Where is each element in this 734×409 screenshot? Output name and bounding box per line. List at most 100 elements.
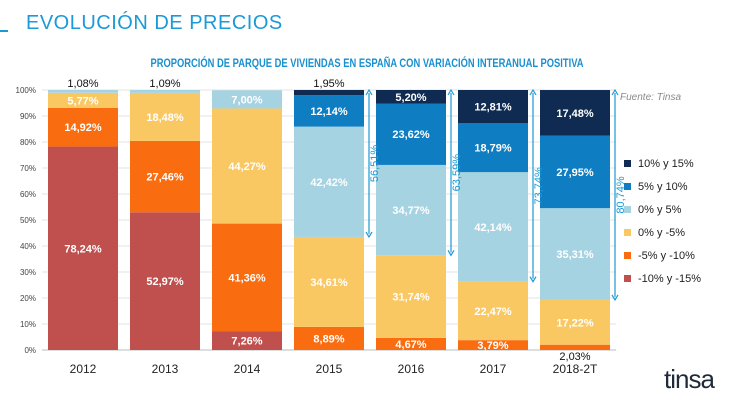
- data-label: 2,03%: [559, 351, 590, 363]
- x-tick-label: 2012: [70, 362, 97, 376]
- legend-item: -5% y -10%: [624, 244, 701, 267]
- share-bracket-arrow-bottom: [447, 250, 455, 257]
- data-label: 4,67%: [395, 339, 426, 351]
- legend-swatch: [624, 160, 631, 167]
- legend-item: 10% y 15%: [624, 152, 701, 175]
- page-title: EVOLUCIÓN DE PRECIOS: [26, 12, 283, 34]
- share-bracket-arrow-bottom: [529, 276, 537, 283]
- data-label: 1,08%: [67, 78, 98, 90]
- legend-label: -5% y -10%: [638, 249, 695, 262]
- bar-segment: [130, 92, 200, 141]
- legend-item: 5% y 10%: [624, 175, 701, 198]
- data-label: 5,77%: [67, 95, 98, 107]
- bar-segment: [48, 107, 118, 147]
- bar-segment: [48, 92, 118, 108]
- data-label: 23,62%: [392, 129, 430, 141]
- share-bracket-arrow-top: [611, 88, 619, 96]
- legend-swatch: [624, 252, 631, 259]
- bar-segment: [294, 89, 364, 96]
- y-tick-label: 0%: [24, 346, 36, 355]
- data-label: 18,79%: [474, 143, 512, 155]
- bar-segment: [212, 331, 282, 350]
- chart-title: PROPORCIÓN DE PARQUE DE VIVIENDAS EN ESP…: [150, 56, 584, 70]
- bar-segment: [294, 326, 364, 350]
- y-tick-label: 30%: [20, 268, 36, 277]
- data-label: 31,74%: [392, 292, 430, 304]
- data-label: 42,42%: [310, 177, 348, 189]
- data-label: 18,48%: [146, 112, 184, 124]
- x-tick-label: 2013: [152, 362, 179, 376]
- data-label: 34,77%: [392, 205, 430, 217]
- tinsa-logo: tinsa: [664, 364, 715, 394]
- bar-segment: [48, 89, 118, 93]
- bar-segment: [294, 95, 364, 127]
- legend-label: 10% y 15%: [638, 157, 694, 170]
- data-label: 27,46%: [146, 172, 184, 184]
- y-tick-label: 20%: [20, 294, 36, 303]
- legend-swatch: [624, 183, 631, 190]
- bar-segment: [376, 90, 446, 104]
- legend-label: 0% y 5%: [638, 203, 682, 216]
- bar-segment: [540, 344, 610, 350]
- data-label: 35,31%: [556, 249, 594, 261]
- legend-swatch: [624, 275, 631, 282]
- x-tick-label: 2016: [398, 362, 425, 376]
- bar-segment: [376, 337, 446, 350]
- bar-segment: [540, 299, 610, 345]
- share-bracket-arrow-top: [529, 88, 537, 96]
- y-tick-label: 50%: [20, 216, 36, 225]
- y-tick-label: 60%: [20, 190, 36, 199]
- legend-item: 0% y 5%: [624, 198, 701, 221]
- source-note: Fuente: Tinsa: [620, 92, 682, 103]
- x-tick-label: 2018-2T: [553, 362, 598, 376]
- data-label: 22,47%: [474, 306, 512, 318]
- bar-segment: [458, 123, 528, 173]
- data-label: 7,26%: [231, 336, 262, 348]
- data-label: 14,92%: [64, 122, 102, 134]
- y-tick-label: 10%: [20, 320, 36, 329]
- data-label: 12,81%: [474, 102, 512, 114]
- y-tick-label: 70%: [20, 164, 36, 173]
- x-tick-label: 2017: [480, 362, 507, 376]
- bar-segment: [540, 208, 610, 300]
- share-bracket-arrow-bottom: [365, 231, 373, 239]
- legend-swatch: [624, 206, 631, 213]
- data-label: 17,48%: [556, 108, 594, 120]
- bar-segment: [458, 340, 528, 350]
- share-label: 56,51%: [369, 145, 381, 183]
- bar-segment: [458, 281, 528, 341]
- data-label: 17,22%: [556, 317, 594, 329]
- share-bracket-arrow-top: [365, 88, 373, 96]
- share-label: 73,74%: [533, 167, 545, 205]
- legend-item: -10% y -15%: [624, 267, 701, 290]
- data-label: 42,14%: [474, 222, 512, 234]
- data-label: 41,36%: [228, 272, 266, 284]
- bar-segment: [212, 108, 282, 224]
- data-label: 1,09%: [149, 78, 180, 90]
- bar-segment: [458, 90, 528, 124]
- bar-segment: [294, 236, 364, 327]
- bar-segment: [130, 212, 200, 350]
- legend-label: 5% y 10%: [638, 180, 688, 193]
- bar-segment: [212, 223, 282, 332]
- legend-item: 0% y -5%: [624, 221, 701, 244]
- y-tick-label: 40%: [20, 242, 36, 251]
- bar-segment: [540, 135, 610, 209]
- data-label: 78,24%: [64, 243, 102, 255]
- data-label: 27,95%: [556, 167, 594, 179]
- bar-segment: [376, 164, 446, 256]
- data-label: 34,61%: [310, 277, 348, 289]
- bar-segment: [294, 126, 364, 237]
- share-bracket-arrow-bottom: [611, 294, 619, 302]
- share-bracket-arrow-top: [447, 88, 455, 96]
- data-label: 52,97%: [146, 276, 184, 288]
- bar-segment: [130, 140, 200, 213]
- x-tick-label: 2015: [316, 362, 343, 376]
- bar-segment: [48, 146, 118, 350]
- y-tick-label: 90%: [20, 112, 36, 121]
- data-label: 7,00%: [231, 94, 262, 106]
- legend-label: -10% y -15%: [638, 272, 701, 285]
- bar-segment: [376, 103, 446, 165]
- bar-segment: [540, 90, 610, 136]
